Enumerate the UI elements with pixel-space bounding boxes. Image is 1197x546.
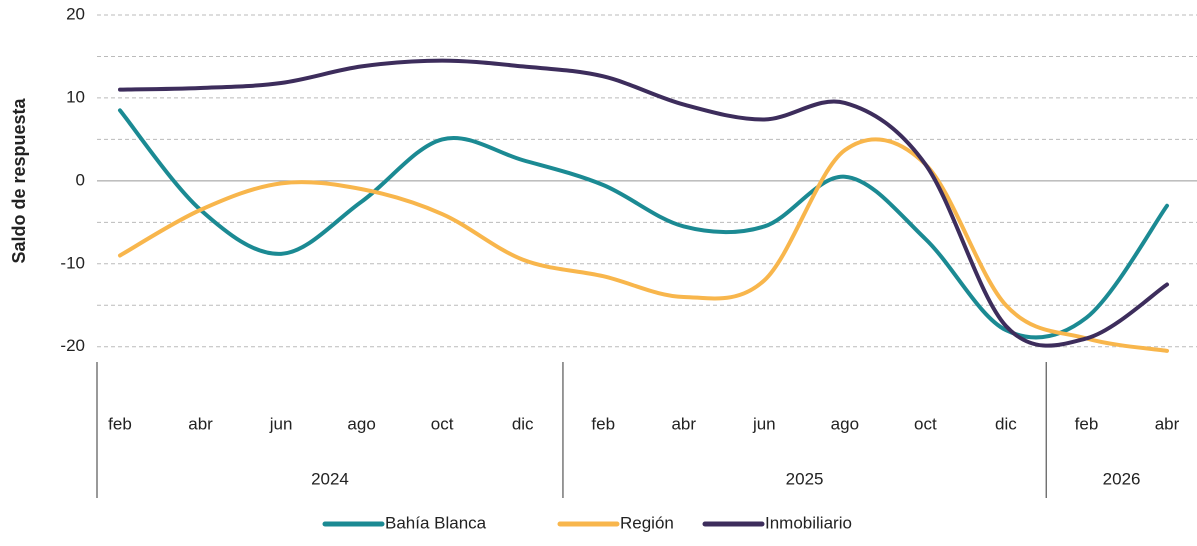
x-tick-label: jun [752, 414, 776, 433]
x-tick-label: abr [1155, 414, 1180, 433]
legend-label: Bahía Blanca [385, 513, 487, 532]
series-line [118, 108, 1169, 340]
year-label: 2024 [311, 469, 349, 488]
y-tick-label: 0 [76, 170, 85, 189]
year-label: 2025 [786, 469, 824, 488]
x-tick-label: feb [591, 414, 615, 433]
x-tick-label: ago [831, 414, 859, 433]
x-tick-label: abr [188, 414, 213, 433]
x-tick-label: dic [995, 414, 1017, 433]
x-tick-label: abr [671, 414, 696, 433]
x-tick-label: feb [1075, 414, 1099, 433]
series-line [118, 137, 1169, 353]
year-label: 2026 [1103, 469, 1141, 488]
x-tick-label: oct [914, 414, 937, 433]
x-tick-label: jun [269, 414, 293, 433]
legend-label: Región [620, 513, 674, 532]
x-tick-label: ago [347, 414, 375, 433]
x-tick-label: oct [431, 414, 454, 433]
legend-label: Inmobiliario [765, 513, 852, 532]
y-tick-label: -10 [60, 253, 85, 272]
y-tick-label: -20 [60, 336, 85, 355]
series-line [118, 58, 1169, 348]
x-tick-label: feb [108, 414, 132, 433]
y-tick-label: 10 [66, 87, 85, 106]
y-axis-label: Saldo de respuesta [9, 97, 29, 263]
y-tick-label: 20 [66, 4, 85, 23]
x-tick-label: dic [512, 414, 534, 433]
